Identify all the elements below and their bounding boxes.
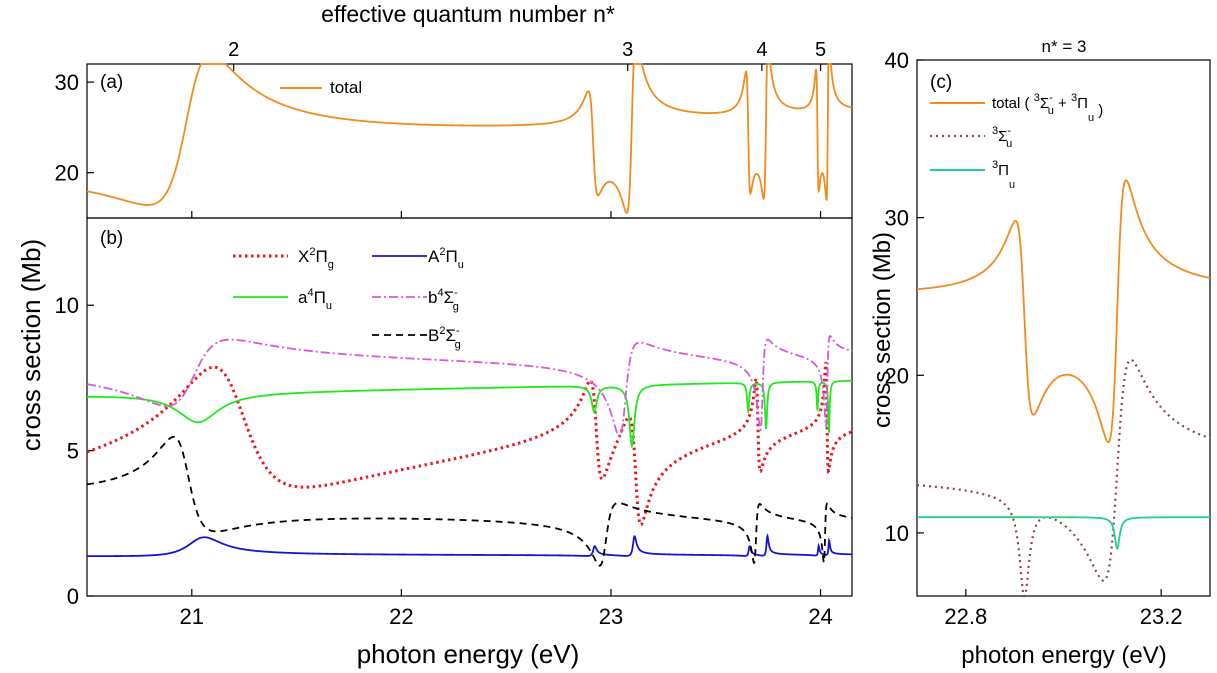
series-line-total-3-u-3-u (916, 179, 1211, 444)
series-line-x2-g (86, 361, 853, 527)
panel-a-frame (86, 63, 853, 219)
legend-label-b2sigg: B2Σ-g (428, 325, 461, 351)
legend-a: total (280, 78, 362, 97)
top-tick-label: 3 (622, 39, 633, 61)
legend-label-a4piu: a4Πu (298, 287, 332, 312)
y-tick-label: 20 (885, 363, 909, 388)
legend-label-b4sigg: b4Σ-g (428, 287, 459, 313)
x-tick-label: 23.2 (1140, 604, 1183, 629)
legend-total-label: total (330, 78, 362, 97)
legend-c-sigma-label: 3Σ-u (992, 125, 1012, 150)
panel-c-y-label: cross section (Mb) (869, 232, 896, 428)
panel-a: 20 30 2 3 4 5 (a) total (55, 39, 853, 219)
top-tick-label: 5 (815, 39, 826, 61)
x-tick-label: 22 (389, 604, 413, 629)
main-x-label: photon energy (eV) (357, 639, 580, 669)
y-tick-label: 20 (55, 161, 79, 186)
panel-b: 21 22 23 24 0 5 10 (b) X2Πg A2Πu a4Πu b4Σ-g B2Σ-g (55, 217, 853, 629)
main-y-label: cross section (Mb) (16, 239, 46, 451)
panel-b-frame (86, 217, 853, 597)
x-tick-label: 23 (599, 604, 623, 629)
panel-a-label: (a) (100, 72, 123, 93)
top-tick-label: 2 (228, 39, 239, 61)
x-tick-label: 21 (180, 604, 204, 629)
series-line-b2-g (86, 435, 853, 567)
legend-label-a2piu: A2Πu (428, 246, 464, 271)
y-tick-label: 30 (55, 70, 79, 95)
y-tick-label: 5 (67, 439, 79, 464)
panel-c-title: n* = 3 (1042, 37, 1087, 56)
y-tick-label: 0 (67, 584, 79, 609)
legend-label-x2pig: X2Πg (298, 246, 334, 271)
top-axis-title: effective quantum number n* (321, 1, 615, 27)
series-line-3-u (917, 516, 1210, 550)
legend-c-pi-label: 3Πu (992, 159, 1015, 191)
panel-c-frame (916, 59, 1211, 597)
panel-c: n* = 3 22.8 23.2 10 20 30 40 (c) photon energ… (869, 37, 1211, 669)
top-tick-label: 4 (756, 39, 767, 61)
x-tick-label: 22.8 (944, 604, 987, 629)
legend-c: total ( 3Σ-u + 3Πu )3Σ-u 3Πu (930, 92, 1103, 191)
panel-c-label: (c) (930, 72, 952, 93)
legend-b: X2Πg A2Πu a4Πu b4Σ-g B2Σ-g (233, 246, 464, 351)
x-tick-label: 24 (808, 604, 832, 629)
series-line-b4-g (86, 335, 853, 438)
panel-c-x-label: photon energy (eV) (961, 642, 1166, 669)
y-tick-label: 30 (885, 206, 909, 231)
series-line-3-u (916, 358, 1211, 598)
y-tick-label: 10 (55, 293, 79, 318)
panel-b-label: (b) (100, 228, 123, 249)
y-tick-label: 40 (885, 48, 909, 73)
y-tick-label: 10 (885, 521, 909, 546)
series-line-a4-u (87, 379, 853, 449)
series-line-total (86, 63, 853, 214)
series-line-a2-u (87, 533, 853, 558)
legend-c-total-label: total ( 3Σ-u + 3Πu ) (992, 92, 1103, 124)
